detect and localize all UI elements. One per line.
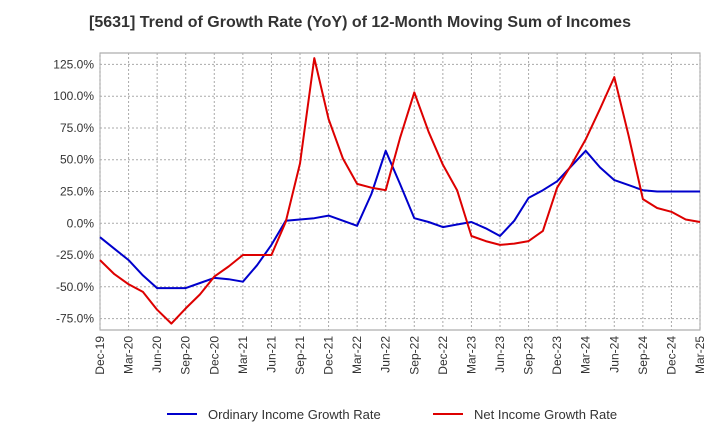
- x-tick-label: Mar-24: [579, 336, 593, 374]
- x-tick-label: Jun-20: [150, 336, 164, 373]
- net-income-growth-line: [99, 57, 701, 325]
- x-tick-label: Jun-21: [264, 336, 278, 373]
- x-tick-label: Sep-21: [293, 336, 307, 375]
- x-tick-label: Mar-20: [122, 336, 136, 374]
- x-tick-label: Dec-23: [550, 336, 564, 375]
- x-tick-label: Jun-22: [379, 336, 393, 373]
- grid-layer: [99, 52, 701, 331]
- x-tick-label: Dec-19: [93, 336, 107, 375]
- x-tick-label: Sep-22: [407, 336, 421, 375]
- x-tick-label: Mar-22: [350, 336, 364, 374]
- y-tick-label: -25.0%: [56, 248, 94, 262]
- ordinary-income-growth-line: [99, 149, 700, 290]
- legend-layer: Ordinary Income Growth Rate Net Income Gr…: [167, 407, 617, 422]
- y-tick-label: 75.0%: [60, 121, 94, 135]
- x-tick-label: Dec-22: [436, 336, 450, 375]
- chart-title: [5631] Trend of Growth Rate (YoY) of 12-…: [89, 14, 631, 31]
- x-tick-label: Jun-24: [607, 336, 621, 373]
- y-tick-label: -50.0%: [56, 280, 94, 294]
- x-tick-label: Mar-23: [464, 336, 478, 374]
- x-tick-label: Dec-20: [207, 336, 221, 375]
- series-layer: [99, 57, 701, 325]
- y-tick-label: 125.0%: [53, 57, 94, 71]
- y-tick-label: -75.0%: [56, 312, 94, 326]
- x-tick-label: Dec-24: [664, 336, 678, 375]
- y-tick-label: 50.0%: [60, 153, 94, 167]
- axis-layer: Dec-19 Mar-20 Jun-20 Sep-20 Dec-20 Mar-21 Jun-…: [53, 57, 707, 374]
- x-tick-label: Sep-23: [522, 336, 536, 375]
- x-tick-label: Mar-21: [236, 336, 250, 374]
- x-tick-label: Dec-21: [322, 336, 336, 375]
- x-tick-label: Jun-23: [493, 336, 507, 373]
- x-tick-label: Mar-25: [693, 336, 707, 374]
- y-tick-label: 25.0%: [60, 185, 94, 199]
- x-tick-label: Sep-24: [636, 336, 650, 375]
- legend-label-ordinary: Ordinary Income Growth Rate: [208, 407, 381, 422]
- legend-label-net: Net Income Growth Rate: [474, 407, 617, 422]
- y-tick-label: 0.0%: [67, 216, 95, 230]
- y-tick-label: 100.0%: [53, 89, 94, 103]
- x-tick-label: Sep-20: [179, 336, 193, 375]
